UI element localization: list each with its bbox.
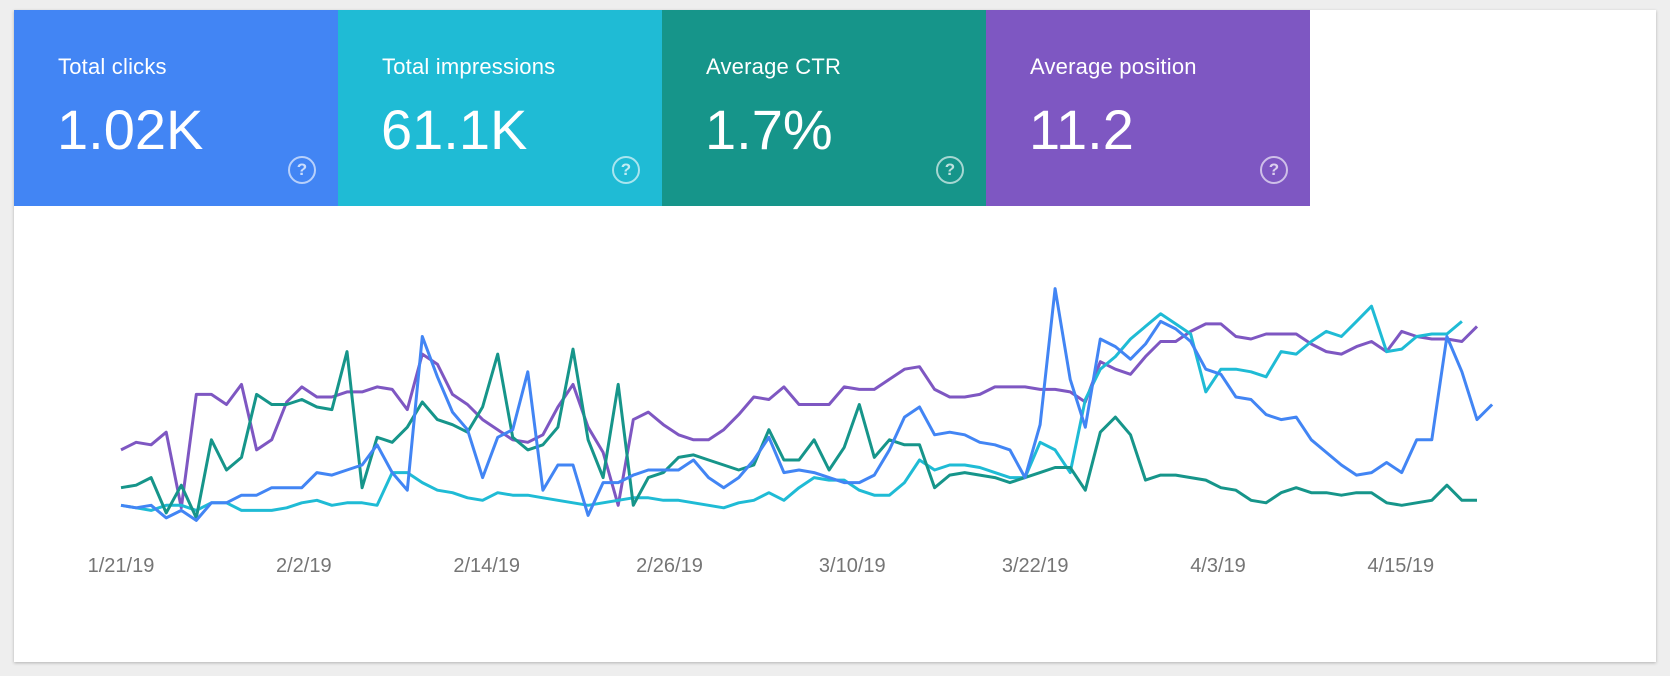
tile-average-position[interactable]: Average position 11.2 ? <box>986 10 1310 206</box>
x-tick-label: 3/10/19 <box>819 555 886 577</box>
tile-label: Total impressions <box>382 54 556 79</box>
help-icon[interactable]: ? <box>612 156 640 184</box>
x-tick-label: 1/21/19 <box>88 555 155 577</box>
tile-value: 11.2 <box>1029 98 1134 161</box>
x-tick-label: 4/15/19 <box>1367 555 1434 577</box>
x-tick-label: 4/3/19 <box>1190 555 1246 577</box>
help-icon[interactable]: ? <box>288 156 316 184</box>
series-layer <box>120 287 1494 522</box>
tile-average-ctr[interactable]: Average CTR 1.7% ? <box>662 10 986 206</box>
tile-label: Average CTR <box>706 54 842 79</box>
x-tick-label: 2/26/19 <box>636 555 703 577</box>
tile-label: Average position <box>1030 54 1197 79</box>
performance-card: Total clicks 1.02K ? Total impressions 6… <box>14 10 1656 662</box>
x-tick-label: 3/22/19 <box>1002 555 1069 577</box>
series-line-0[interactable] <box>120 322 1479 510</box>
tile-total-clicks[interactable]: Total clicks 1.02K ? <box>14 10 338 206</box>
series-line-3[interactable] <box>120 287 1494 522</box>
tile-label: Total clicks <box>58 54 167 79</box>
metric-tiles: Total clicks 1.02K ? Total impressions 6… <box>14 10 1310 206</box>
x-tick-label: 2/14/19 <box>453 555 520 577</box>
performance-line-chart[interactable]: 1/21/19 2/2/19 2/14/19 2/26/19 3/10/19 3/22/1… <box>14 206 1656 662</box>
series-line-2[interactable] <box>120 347 1477 520</box>
tile-value: 1.02K <box>57 98 204 161</box>
series-line-1[interactable] <box>120 304 1463 512</box>
tile-total-impressions[interactable]: Total impressions 61.1K ? <box>338 10 662 206</box>
help-icon[interactable]: ? <box>1260 156 1288 184</box>
tile-value: 61.1K <box>381 98 528 161</box>
x-axis-ticks: 1/21/19 2/2/19 2/14/19 2/26/19 3/10/19 3/22/1… <box>88 555 1435 577</box>
x-tick-label: 2/2/19 <box>276 555 332 577</box>
tile-value: 1.7% <box>705 98 833 161</box>
help-icon[interactable]: ? <box>936 156 964 184</box>
